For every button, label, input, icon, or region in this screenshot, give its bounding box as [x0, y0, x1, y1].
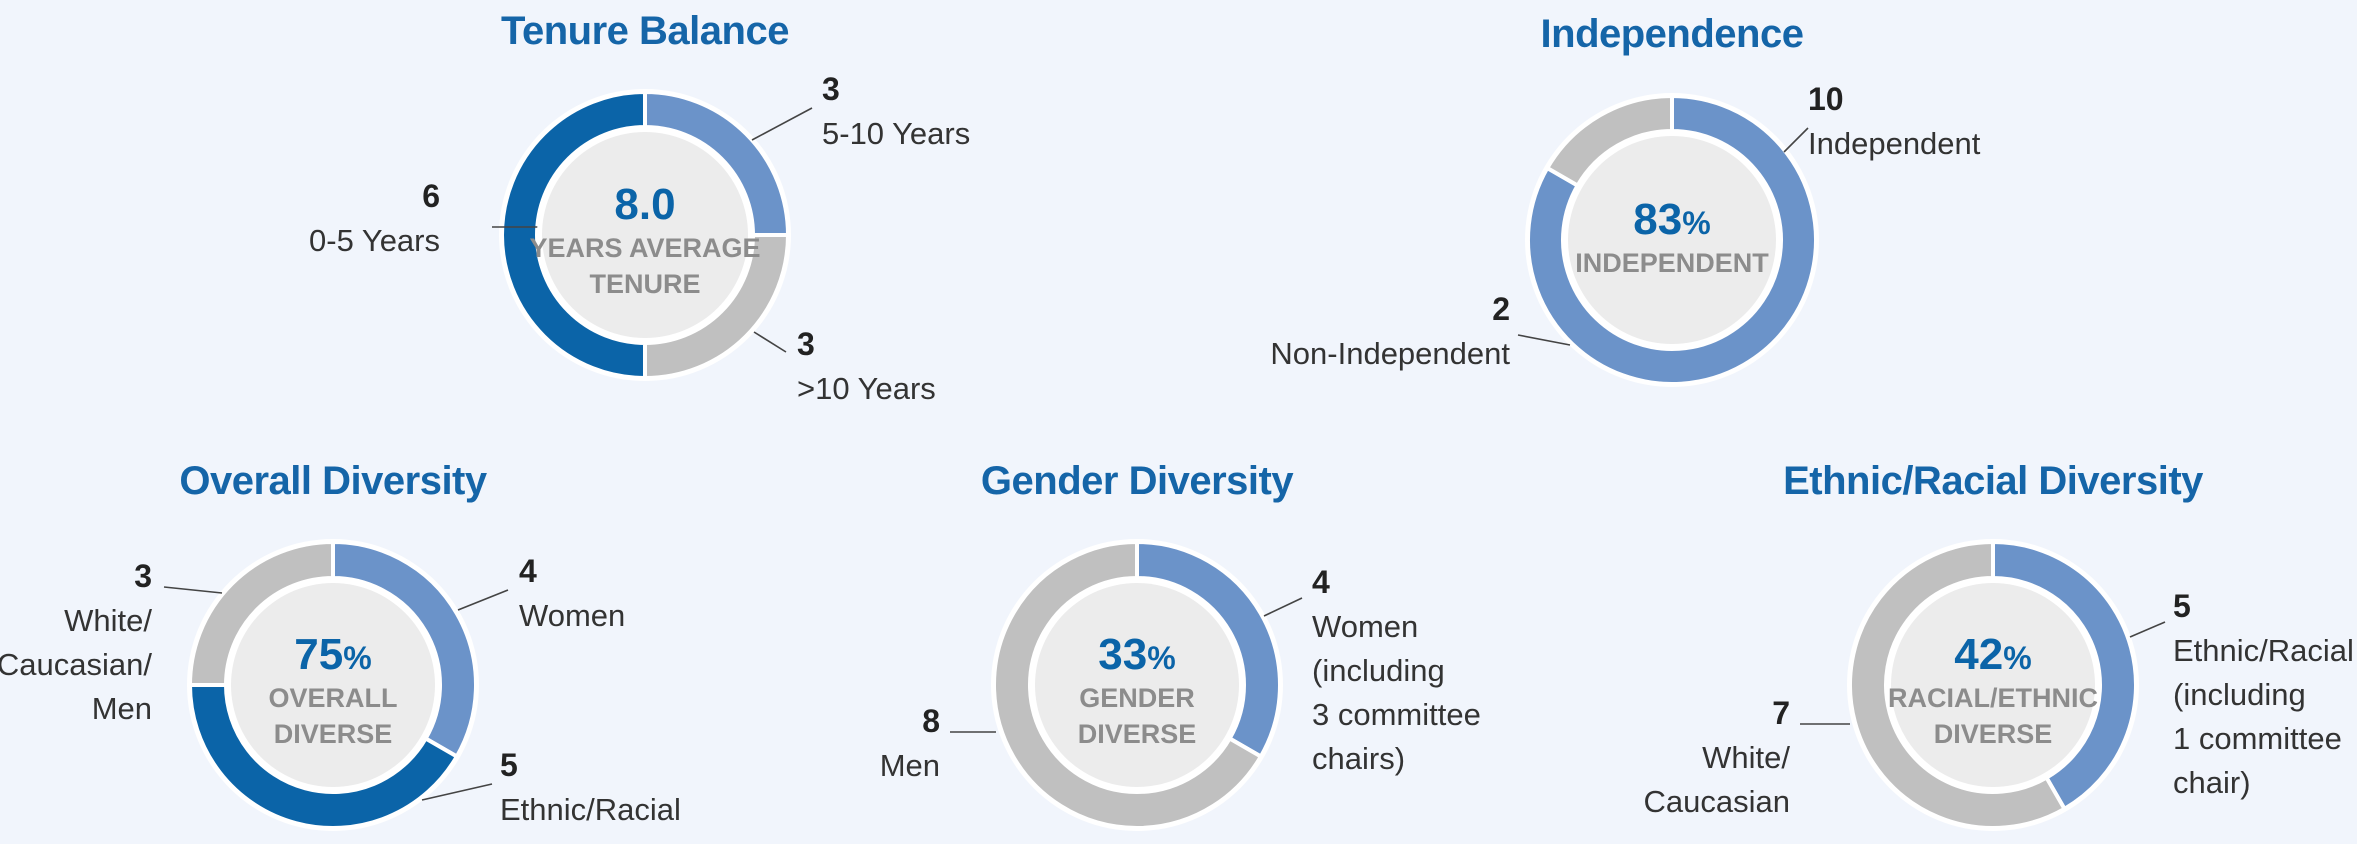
- chart-title: Overall Diversity: [179, 459, 487, 503]
- center-value: 33%: [1098, 630, 1175, 679]
- leader-line: [421, 783, 493, 801]
- slice-label: (including: [2173, 677, 2306, 712]
- leader-line: [753, 331, 787, 353]
- donut-chart-4: Gender Diversity 4 Women (including 3 commit…: [880, 459, 1481, 831]
- slice-label: Men: [92, 691, 152, 726]
- leader-line: [2129, 621, 2166, 638]
- slice-label: Independent: [1808, 126, 1981, 161]
- leader-line: [163, 586, 223, 594]
- leader-line: [1517, 334, 1571, 346]
- center-value: 42%: [1954, 630, 2031, 679]
- chart-title: Tenure Balance: [501, 9, 789, 53]
- slice-label: 1 committee: [2173, 721, 2342, 756]
- center-label: INDEPENDENT: [1575, 248, 1769, 278]
- slice-label: White/: [64, 603, 152, 638]
- donut-center-disk: [1035, 583, 1239, 787]
- center-value: 75%: [294, 630, 371, 679]
- donut-center-disk: [1891, 583, 2095, 787]
- center-label: OVERALL: [268, 683, 397, 713]
- slice-label: Men: [880, 748, 940, 783]
- donut-chart-5: Ethnic/Racial Diversity 5 Ethnic/Racial (in…: [1644, 459, 2354, 831]
- donut-chart-3: Overall Diversity 4 Women 5 Ethnic/Racial 3 Wh…: [0, 459, 681, 831]
- center-label: TENURE: [589, 269, 700, 299]
- slice-label: Caucasian/: [0, 647, 152, 682]
- donut-center-disk: [542, 132, 748, 338]
- donut-slice: [1544, 93, 1674, 189]
- donut-center-disk: [1568, 136, 1776, 344]
- slice-label: >10 Years: [797, 371, 936, 406]
- slice-value: 8: [922, 703, 940, 739]
- slice-label: chair): [2173, 765, 2251, 800]
- slice-label: Caucasian: [1644, 784, 1790, 819]
- slice-value: 5: [2173, 588, 2191, 624]
- slice-value: 10: [1808, 81, 1844, 117]
- slice-value: 2: [1492, 291, 1510, 327]
- center-label: DIVERSE: [1078, 719, 1197, 749]
- chart-title: Ethnic/Racial Diversity: [1783, 459, 2204, 503]
- slice-value: 3: [134, 558, 152, 594]
- slice-label: 5-10 Years: [822, 116, 970, 151]
- slice-value: 4: [1312, 564, 1330, 600]
- center-label: RACIAL/ETHNIC: [1888, 683, 2098, 713]
- donut-chart-1: Tenure Balance 3 5-10 Years 3 >10 Years 6 0-5 …: [309, 9, 970, 406]
- slice-value: 7: [1772, 695, 1790, 731]
- slice-label: (including: [1312, 653, 1445, 688]
- slice-label: 3 committee: [1312, 697, 1481, 732]
- center-value: 83%: [1633, 195, 1710, 244]
- slice-label: 0-5 Years: [309, 223, 440, 258]
- slice-label: Women: [519, 598, 625, 633]
- leader-line: [457, 589, 509, 611]
- center-label: GENDER: [1079, 683, 1195, 713]
- slice-label: Ethnic/Racial: [500, 792, 681, 827]
- donut-center-disk: [231, 583, 435, 787]
- slice-value: 3: [822, 71, 840, 107]
- slice-label: Non-Independent: [1270, 336, 1510, 371]
- slice-value: 4: [519, 553, 537, 589]
- leader-line: [1263, 597, 1303, 617]
- center-label: DIVERSE: [274, 719, 393, 749]
- slice-label: Ethnic/Racial: [2173, 633, 2354, 668]
- slice-value: 6: [422, 178, 440, 214]
- center-value: 8.0: [614, 180, 675, 229]
- slice-label: chairs): [1312, 741, 1405, 776]
- chart-title: Gender Diversity: [981, 459, 1294, 503]
- slice-value: 3: [797, 326, 815, 362]
- leader-line: [1783, 127, 1809, 153]
- chart-title: Independence: [1541, 12, 1804, 56]
- center-label: YEARS AVERAGE: [529, 233, 760, 263]
- leader-line: [751, 107, 813, 141]
- slice-value: 5: [500, 747, 518, 783]
- center-label: DIVERSE: [1934, 719, 2053, 749]
- slice-label: Women: [1312, 609, 1418, 644]
- slice-label: White/: [1702, 740, 1790, 775]
